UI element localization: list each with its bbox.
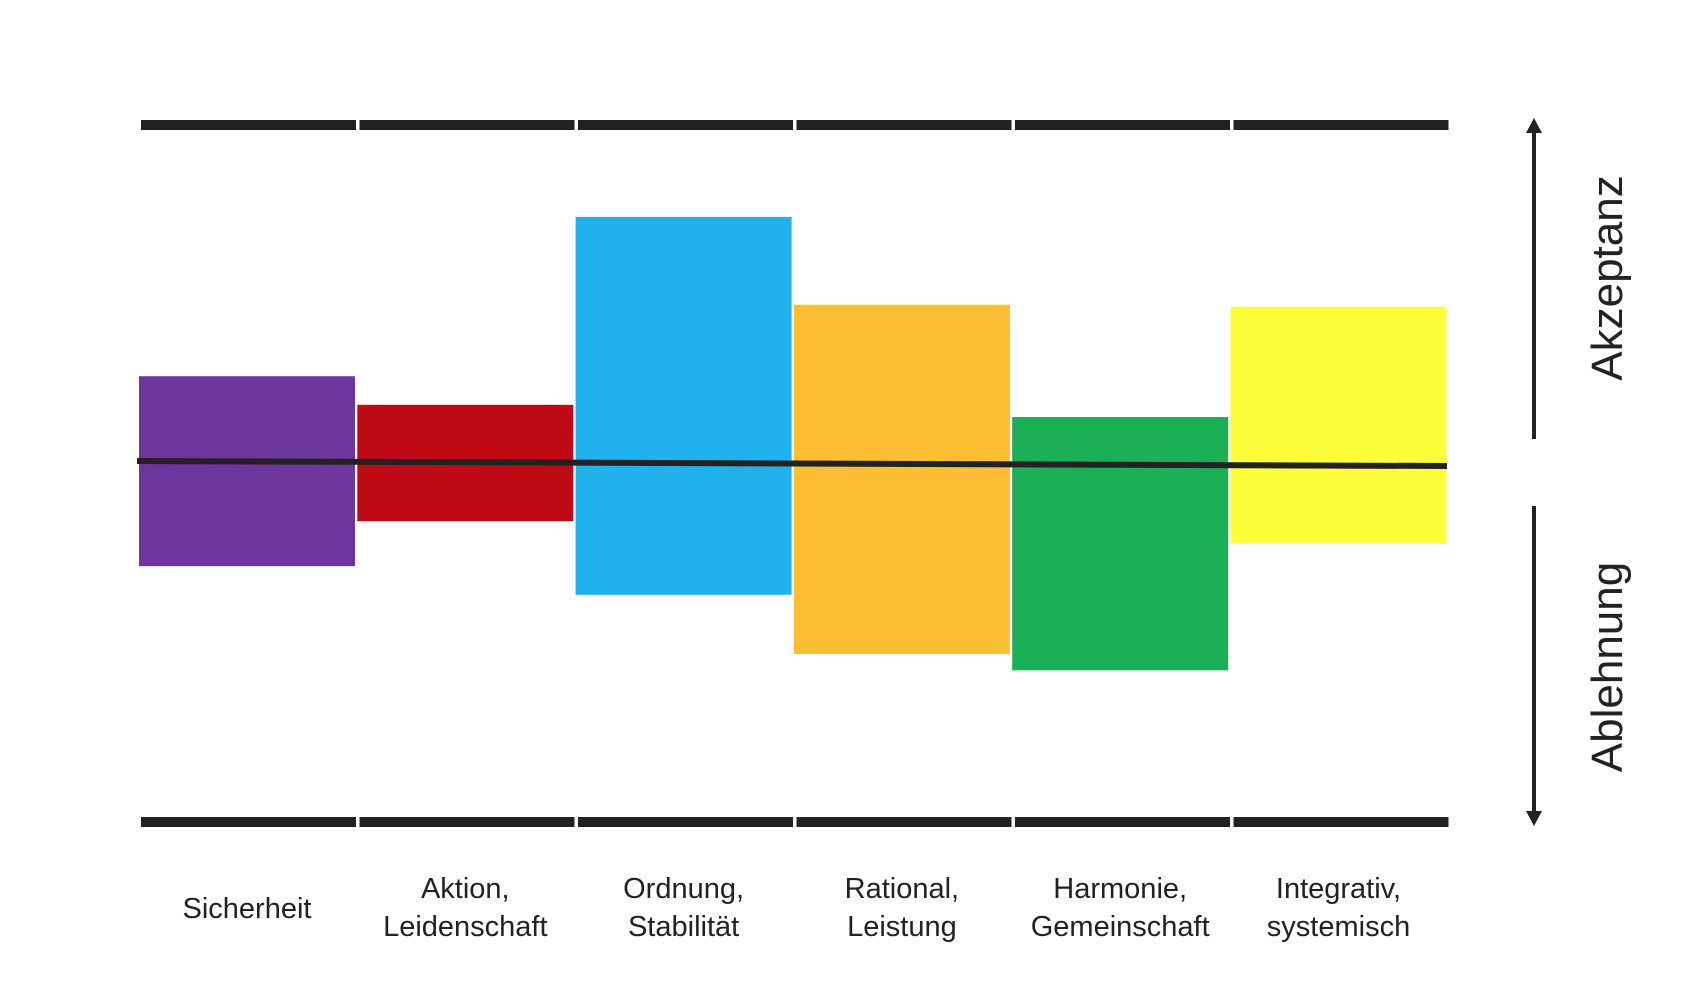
bottom-border-segment-5 <box>1015 817 1230 827</box>
bar-4 <box>793 304 1010 654</box>
top-border-segment-2 <box>359 120 575 130</box>
arrow-up-icon <box>1526 118 1542 133</box>
category-label-4-line-1: Rational, <box>845 873 959 905</box>
zero-line <box>136 458 1448 469</box>
frame-layer <box>136 120 1449 827</box>
bottom-border-segment-6 <box>1233 817 1449 827</box>
top-border-segment-3 <box>578 120 793 130</box>
category-label-1-line-1: Sicherheit <box>183 893 312 925</box>
top-border-segment-4 <box>796 120 1012 130</box>
axis-label-akzeptanz: Akzeptanz <box>1583 175 1632 380</box>
category-label-5-line-2: Gemeinschaft <box>1031 911 1210 943</box>
bottom-border-segment-3 <box>578 817 793 827</box>
category-label-6-line-2: systemisch <box>1267 911 1410 943</box>
vertical-axis: Akzeptanz Ablehnung <box>1526 118 1632 826</box>
category-label-2-line-2: Leidenschaft <box>383 911 547 943</box>
bottom-border-segment-1 <box>141 817 356 827</box>
category-label-5-line-1: Harmonie, <box>1053 873 1187 905</box>
bars-layer <box>139 216 1447 671</box>
axis-label-ablehnung: Ablehnung <box>1583 562 1632 772</box>
bottom-border-segment-4 <box>796 817 1012 827</box>
bar-3 <box>575 216 792 595</box>
bar-6 <box>1230 306 1447 544</box>
bar-1 <box>139 376 355 567</box>
category-labels: Sicherheit Aktion, Leidenschaft Ordnung, Sta… <box>183 873 1411 943</box>
top-border-segment-1 <box>141 120 356 130</box>
bar-5 <box>1012 417 1229 671</box>
top-border-segment-6 <box>1233 120 1449 130</box>
category-label-4-line-2: Leistung <box>847 911 957 943</box>
category-label-3-line-2: Stabilität <box>628 911 739 943</box>
category-label-2-line-1: Aktion, <box>421 873 510 905</box>
top-border-segment-5 <box>1015 120 1230 130</box>
category-label-3-line-1: Ordnung, <box>623 873 744 905</box>
bottom-border-segment-2 <box>359 817 575 827</box>
arrow-down-icon <box>1526 811 1542 826</box>
category-label-6-line-1: Integrativ, <box>1276 873 1401 905</box>
